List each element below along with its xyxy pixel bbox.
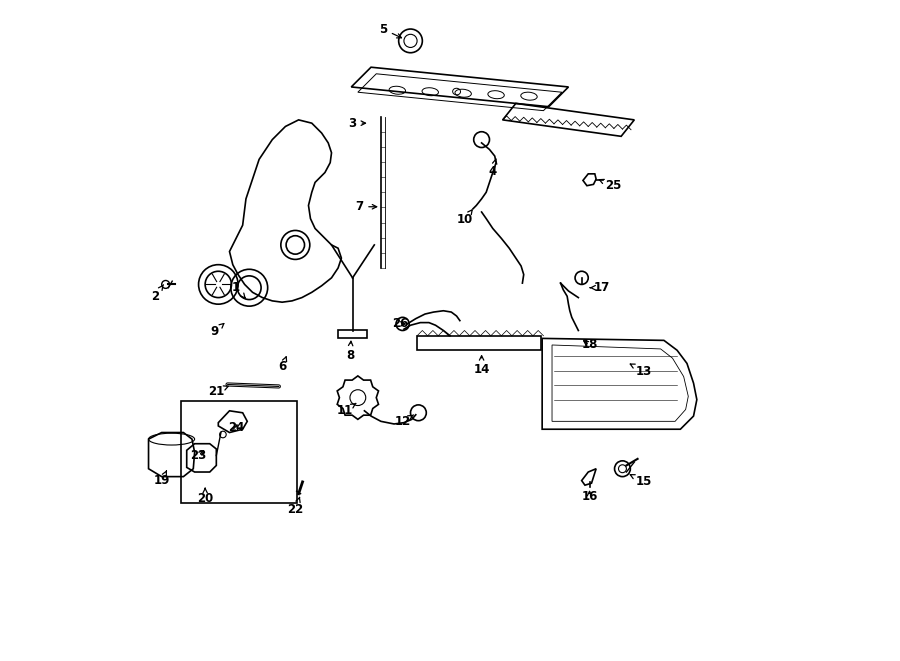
Text: 20: 20: [197, 488, 213, 505]
Text: 26: 26: [392, 317, 409, 330]
Text: 10: 10: [456, 210, 472, 227]
Text: 18: 18: [581, 338, 598, 352]
Text: 8: 8: [346, 341, 354, 362]
Bar: [338, 330, 367, 338]
Text: 6: 6: [278, 357, 286, 373]
Text: 25: 25: [599, 179, 621, 192]
Text: 15: 15: [630, 475, 652, 488]
Text: 1: 1: [232, 281, 245, 298]
Text: 7: 7: [356, 200, 377, 214]
Text: 9: 9: [211, 323, 224, 338]
Text: 19: 19: [154, 471, 170, 487]
Text: 14: 14: [473, 356, 490, 377]
Text: 17: 17: [590, 281, 609, 294]
Circle shape: [162, 280, 169, 288]
Text: 24: 24: [228, 422, 244, 434]
Text: 16: 16: [581, 490, 598, 503]
Text: 4: 4: [489, 159, 497, 178]
Text: 2: 2: [151, 285, 164, 303]
Text: 21: 21: [208, 385, 229, 397]
Text: 22: 22: [287, 497, 303, 516]
Bar: [182, 401, 297, 503]
Text: 3: 3: [348, 116, 365, 130]
Text: 11: 11: [337, 403, 356, 417]
Text: 5: 5: [379, 22, 401, 38]
Text: 23: 23: [191, 449, 207, 462]
Text: 12: 12: [394, 415, 413, 428]
Text: 13: 13: [630, 364, 652, 378]
